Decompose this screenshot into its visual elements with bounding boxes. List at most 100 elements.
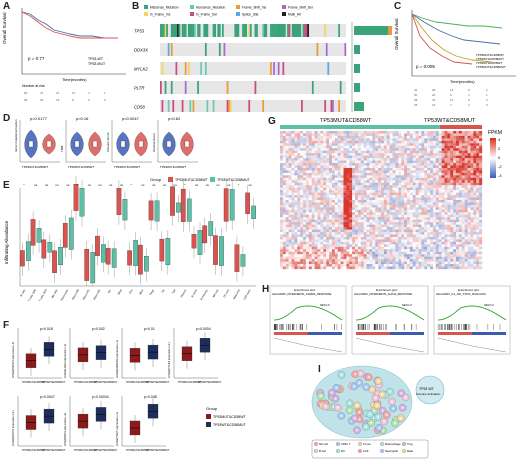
e-box: [165, 238, 171, 265]
svg-text:ns: ns: [109, 183, 113, 187]
e-box: [58, 247, 63, 266]
e-box: [223, 188, 229, 222]
svg-text:CD8+ T: CD8+ T: [341, 442, 351, 446]
e-legend-1: TP53MUT&CD58WT: [175, 178, 209, 182]
onco-mutation-cell: [200, 62, 203, 75]
g-group-bar-right: [440, 125, 482, 129]
panel-a-label: A: [3, 1, 11, 12]
svg-text:28: 28: [432, 88, 436, 92]
onco-mutation-cell: [192, 100, 195, 113]
e-box: [176, 202, 181, 213]
f-legend-title: Group: [206, 406, 218, 411]
svg-text:2: 2: [486, 98, 488, 102]
svg-text:1: 1: [104, 91, 106, 95]
onco-mutation-cell: [189, 100, 192, 113]
svg-text:22: 22: [432, 98, 436, 102]
km-c-curve-2: [411, 13, 501, 45]
onco-mutation-cell: [170, 43, 173, 56]
f-legend-2: TP53WT&CD58MUT: [213, 423, 247, 427]
svg-text:TP53WT&CD58MUT: TP53WT&CD58MUT: [94, 449, 118, 452]
i-legend-box: [311, 439, 429, 459]
onco-mutation-cell: [338, 100, 340, 113]
panel-i: I TP53 WT Immune activation NK cell CD8+ …: [262, 360, 520, 460]
svg-text:ns: ns: [152, 183, 156, 187]
gsea-frame: [433, 285, 511, 355]
onco-mutation-cell: [184, 81, 187, 94]
e-box: [170, 186, 175, 216]
i-side-text: TP53 WT: [419, 387, 435, 391]
onco-mutation-cell: [192, 24, 195, 37]
onco-mutation-cell: [172, 24, 175, 37]
onco-mutation-cell: [173, 24, 176, 37]
onco-mutation-cell: [229, 100, 232, 113]
violin-plots: p=0.0177 tumor mutational burden TP53MUT&C…: [14, 116, 198, 169]
g-tick-4: -2: [498, 164, 502, 169]
e-box: [251, 205, 256, 219]
km-a-risk-title: Number at risk: [22, 84, 45, 88]
e-box: [95, 235, 100, 256]
svg-text:11: 11: [450, 98, 453, 102]
e-box: [219, 236, 224, 266]
svg-text:ns: ns: [88, 183, 92, 187]
onco-mutation-cell: [161, 24, 164, 37]
onco-gene-label: PLTR: [134, 86, 144, 91]
svg-text:Macrophage: Macrophage: [385, 442, 401, 446]
onco-legend-swatch: [190, 12, 194, 16]
km-c-pvalue: p = 0.005: [416, 64, 435, 69]
risk-table-a: 80 47 21 10 4 1 65 39 18 8 3 0: [24, 91, 106, 102]
panel-b: B Missense_Mutation Nonsense_Mutation Fram…: [130, 0, 394, 119]
e-box: [62, 223, 68, 248]
e-box: [41, 239, 47, 259]
svg-text:80: 80: [24, 91, 28, 95]
onco-mutation-cell: [187, 24, 190, 37]
svg-text:Eos: Eos: [128, 288, 134, 294]
onco-mutation-cell: [307, 24, 309, 37]
svg-text:ns: ns: [206, 183, 210, 187]
onco-mutation-cell: [263, 24, 266, 37]
onco-mutation-cell: [265, 24, 268, 37]
onco-legend-swatch: [144, 5, 148, 9]
svg-text:Macro M0: Macro M0: [71, 288, 81, 300]
onco-mutation-cell: [262, 100, 265, 113]
infiltration-boxplot: Infiltrating Abundance Group TP53MUT&CD5…: [4, 176, 256, 302]
e-box: [73, 183, 79, 211]
onco-mutation-cell: [324, 100, 327, 113]
svg-text:TP53WT&CD58MUT: TP53WT&CD58MUT: [42, 381, 66, 384]
svg-text:TP53MUT&CD58WT: TP53MUT&CD58WT: [126, 449, 150, 452]
onco-mutation-cell: [254, 81, 257, 94]
onco-mutation-cell: [339, 81, 342, 94]
oncoprint: Missense_Mutation Nonsense_Mutation Frame_…: [134, 5, 394, 119]
svg-text:B cells: B cells: [19, 288, 27, 297]
onco-mutation-cell: [304, 24, 306, 37]
onco-mutation-cell: [226, 100, 229, 113]
svg-text:TP53WT&CD58MUT: TP53WT&CD58MUT: [94, 381, 118, 384]
onco-mutation-cell: [178, 24, 181, 37]
svg-text:38: 38: [414, 98, 418, 102]
panel-c: C Overall Survival p = 0.005 TP53MUT&CD5…: [392, 0, 520, 112]
onco-mutation-cell: [163, 24, 165, 37]
svg-text:39: 39: [40, 98, 44, 102]
panel-g: G TP53MUT&CD58WT TP53WT&CD58MUT FPKM 4 2…: [262, 112, 520, 280]
svg-text:Mast rest: Mast rest: [232, 288, 241, 299]
svg-text:0: 0: [486, 103, 488, 107]
svg-text:TP53WT&CD58MUT: TP53WT&CD58MUT: [42, 449, 66, 452]
onco-legend-label: Nonsense_Mutation: [196, 6, 225, 10]
onco-gene-label: CD58: [134, 105, 145, 110]
svg-text:TP53WT&CD58MUT: TP53WT&CD58MUT: [146, 381, 170, 384]
svg-text:ns: ns: [249, 183, 253, 187]
heatmap: TP53MUT&CD58WT TP53WT&CD58MUT FPKM 4 2 0…: [280, 118, 502, 270]
svg-text:Enrichment plot:: Enrichment plot:: [458, 288, 480, 292]
svg-text:ns: ns: [34, 183, 38, 187]
svg-text:TP53MUT&CD58WT: TP53MUT&CD58WT: [178, 381, 202, 384]
e-box: [148, 200, 154, 221]
violin-pvalue: p=0.16: [76, 116, 89, 121]
e-legend-2: TP53WT&CD58MUT: [217, 178, 251, 182]
svg-text:HALLMARK_INTERFERON_GAMMA_RESP: HALLMARK_INTERFERON_GAMMA_RESPONSE: [272, 292, 332, 296]
svg-text:7: 7: [450, 103, 452, 107]
onco-legend-swatch: [282, 12, 286, 16]
panel-c-label: C: [394, 1, 402, 12]
onco-mutation-cell: [204, 24, 207, 37]
e-box: [180, 188, 186, 222]
violin-ylabel: tumor mutational burden: [14, 119, 18, 152]
onco-mutation-cell: [330, 100, 333, 113]
